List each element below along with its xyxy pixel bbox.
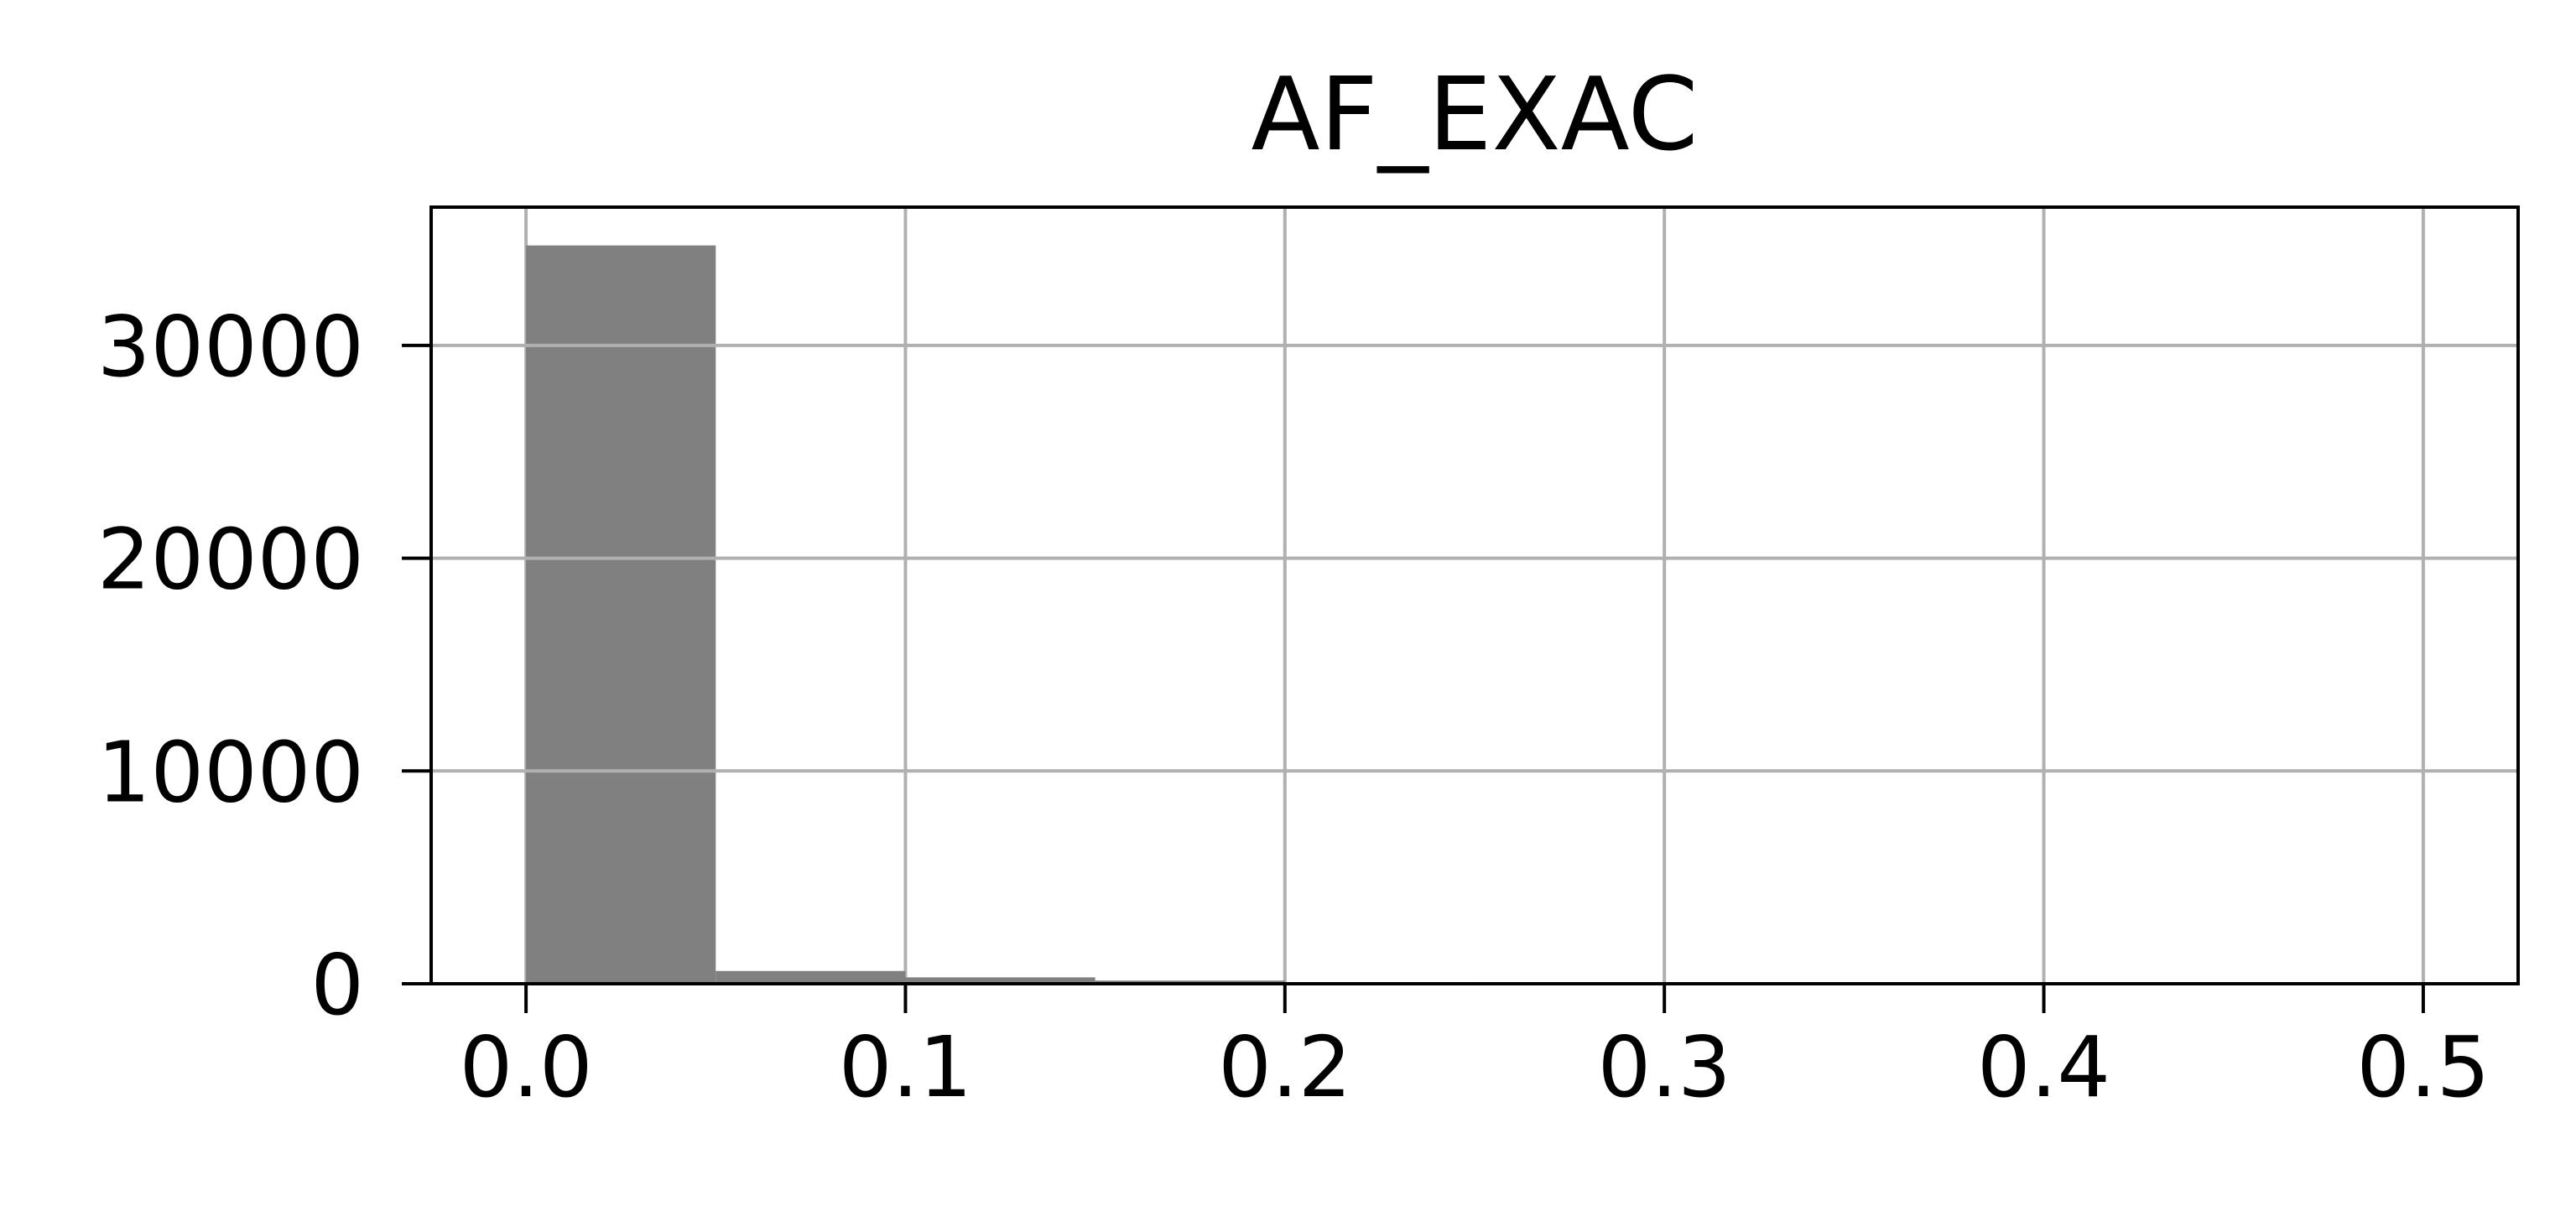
x-tick-label: 0.1: [839, 1018, 972, 1116]
y-tick-label: 0: [310, 936, 364, 1034]
y-tick-label: 20000: [97, 511, 364, 609]
y-tick-label: 30000: [97, 298, 364, 396]
chart-title: AF_EXAC: [1252, 57, 1699, 174]
x-tick-label: 0.5: [2356, 1018, 2490, 1116]
x-tick-label: 0.0: [460, 1018, 593, 1116]
x-tick-label: 0.2: [1218, 1018, 1351, 1116]
histogram-bar: [716, 971, 905, 984]
x-tick-label: 0.3: [1598, 1018, 1731, 1116]
y-tick-label: 10000: [97, 723, 364, 821]
x-tick-label: 0.4: [1977, 1018, 2110, 1116]
histogram-bar: [526, 246, 716, 984]
